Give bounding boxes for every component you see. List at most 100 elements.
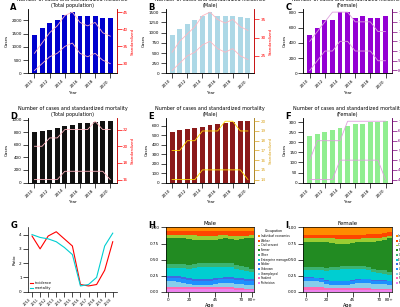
Bar (340, 266, 345, 269)
Y-axis label: Standardized: Standardized (269, 28, 273, 55)
Bar (228, 289, 234, 292)
Bar (345, 269, 350, 281)
Bar (177, 130, 182, 183)
Bar (345, 126, 350, 183)
Bar (340, 290, 345, 292)
Bar (93, 122, 98, 183)
Bar (238, 17, 243, 73)
Bar (234, 289, 239, 290)
Bar (192, 235, 197, 240)
Bar (62, 15, 67, 73)
Bar (249, 238, 254, 269)
Bar (249, 285, 254, 289)
Bar (239, 289, 244, 290)
Bar (361, 269, 366, 279)
Bar (361, 238, 366, 242)
Bar (207, 285, 213, 287)
Bar (186, 287, 192, 289)
Bar (244, 271, 249, 279)
Bar (186, 284, 192, 287)
Bar (192, 264, 197, 268)
Bar (324, 290, 329, 292)
Bar (166, 289, 171, 292)
Bar (329, 238, 334, 243)
Bar (307, 136, 312, 183)
Bar (366, 290, 371, 292)
Bar (100, 121, 105, 183)
Bar (376, 241, 382, 270)
Bar (334, 243, 340, 266)
incidence (46, 234, 50, 238)
Bar (202, 289, 207, 292)
Bar (213, 231, 218, 236)
Bar (202, 231, 207, 236)
Bar (319, 290, 324, 292)
Bar (186, 280, 192, 284)
Bar (329, 270, 334, 281)
Bar (319, 267, 324, 270)
Title: Female: Female (338, 221, 358, 226)
Bar (223, 123, 228, 183)
Bar (324, 235, 329, 238)
Bar (387, 282, 392, 285)
Bar (387, 281, 392, 282)
Bar (376, 122, 380, 183)
Bar (223, 238, 228, 263)
Bar (350, 284, 356, 288)
Bar (308, 238, 314, 242)
Bar (324, 281, 329, 284)
Bar (338, 12, 342, 73)
Bar (197, 263, 202, 267)
Bar (215, 124, 220, 183)
Bar (382, 284, 387, 289)
Bar (338, 128, 342, 183)
Bar (62, 126, 67, 183)
Bar (371, 269, 376, 272)
Title: Number of cases and standardized incidence
(Female): Number of cases and standardized inciden… (292, 0, 400, 8)
incidence (86, 284, 91, 288)
Bar (202, 281, 207, 285)
X-axis label: Year: Year (343, 91, 352, 95)
Bar (244, 281, 249, 285)
Bar (207, 236, 213, 240)
Y-axis label: Cases: Cases (282, 35, 286, 47)
Bar (181, 279, 186, 283)
Bar (230, 122, 235, 183)
Bar (218, 227, 223, 231)
Bar (186, 265, 192, 269)
Bar (234, 236, 239, 240)
Bar (47, 130, 52, 183)
Bar (350, 269, 356, 280)
Bar (356, 288, 361, 290)
Bar (207, 289, 213, 292)
Bar (382, 280, 387, 281)
Bar (186, 231, 192, 235)
Bar (166, 282, 171, 286)
Bar (334, 288, 340, 290)
Bar (350, 290, 356, 292)
Bar (303, 267, 308, 270)
Bar (334, 290, 340, 292)
Bar (218, 287, 223, 289)
Bar (314, 290, 319, 292)
Bar (244, 238, 249, 267)
Bar (176, 282, 181, 286)
Bar (308, 227, 314, 235)
Bar (213, 287, 218, 289)
Bar (345, 282, 350, 285)
incidence (54, 230, 59, 234)
Bar (356, 227, 361, 235)
Bar (382, 240, 387, 270)
Bar (223, 16, 228, 73)
Bar (171, 289, 176, 292)
Bar (100, 17, 105, 73)
Bar (223, 277, 228, 279)
Bar (303, 227, 308, 235)
Bar (356, 242, 361, 266)
Bar (249, 227, 254, 231)
Bar (197, 267, 202, 279)
Bar (207, 227, 213, 231)
Bar (181, 231, 186, 235)
Bar (376, 270, 382, 273)
Bar (181, 277, 186, 279)
